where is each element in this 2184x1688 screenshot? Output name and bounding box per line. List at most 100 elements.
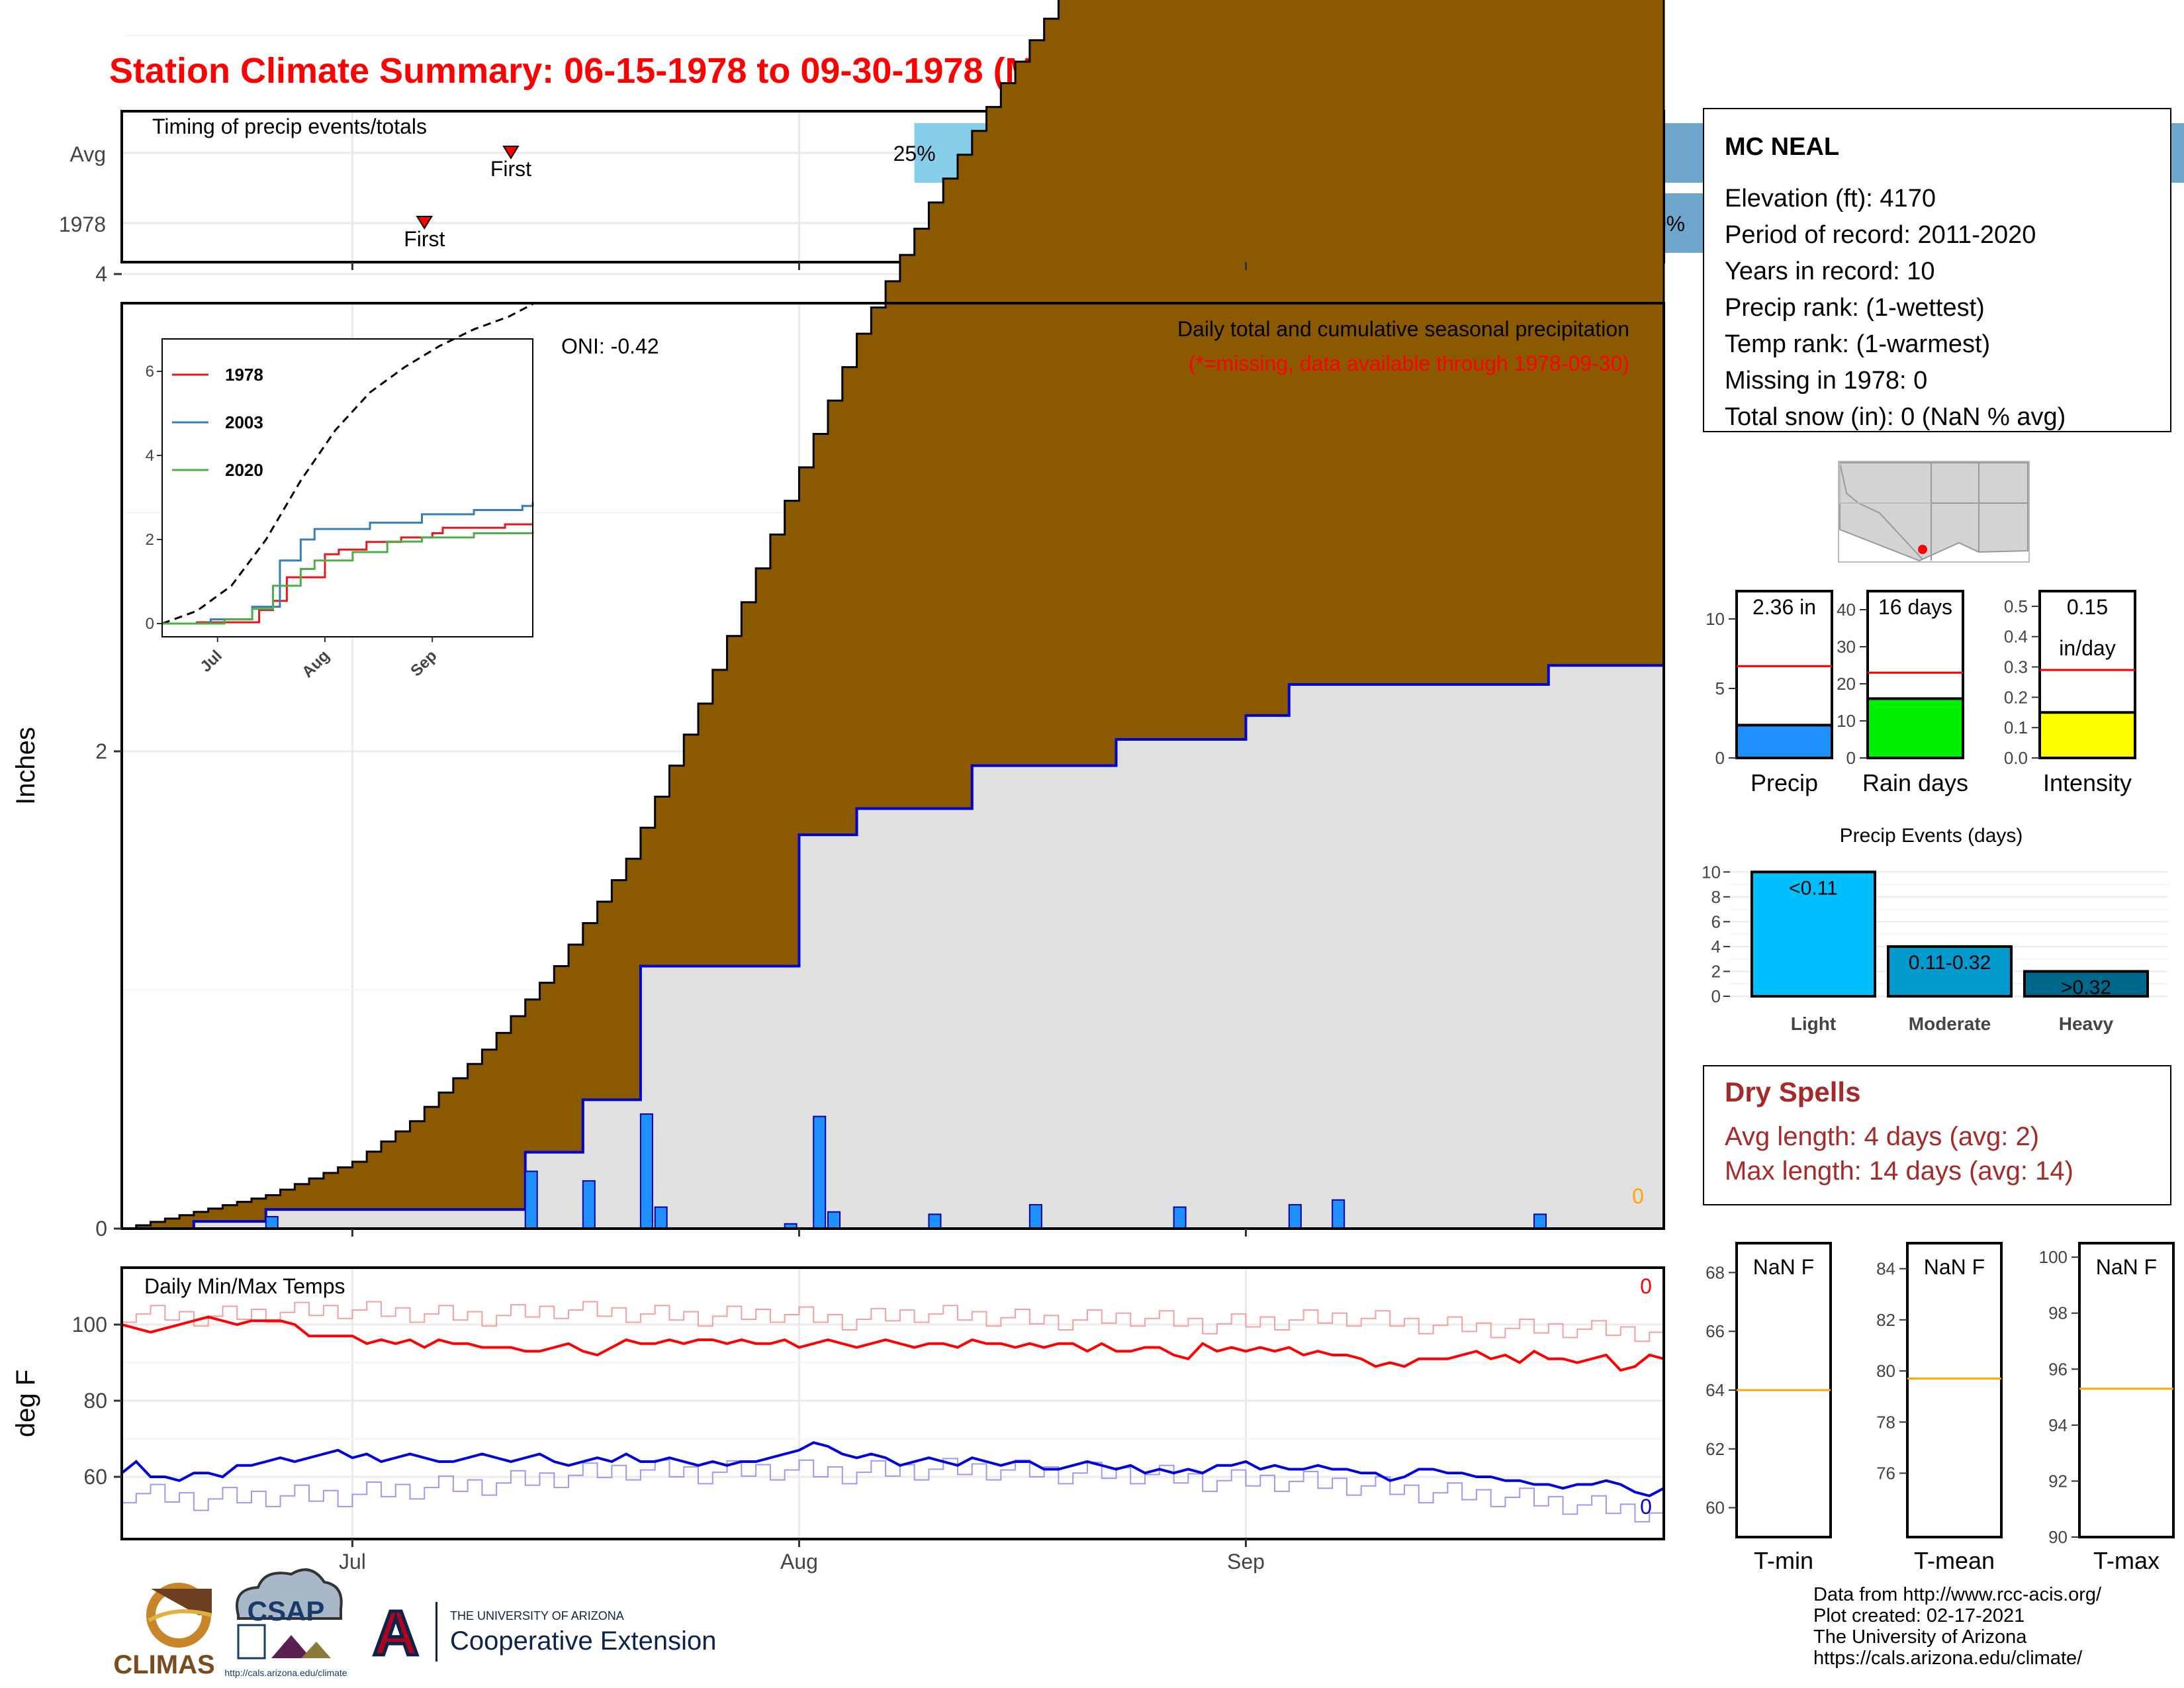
daily-precip-bar (827, 1211, 841, 1230)
oni-label: ONI: -0.42 (561, 334, 659, 358)
summary-bar-tick-label: 10 (1837, 711, 1856, 731)
inset-series-2020 (162, 531, 534, 625)
inset-y-tick-label: 0 (146, 615, 154, 633)
summary-bar-tick-label: 0.5 (2004, 596, 2028, 616)
climas-logo: CLIMAS (113, 1583, 215, 1679)
summary-bar-tick-label: 0.0 (2004, 748, 2028, 768)
temp-y-tick-label: 100 (72, 1313, 107, 1336)
csap-url: http://cals.arizona.edu/climate (224, 1667, 347, 1678)
summary-bar-tick-label: 0.3 (2004, 657, 2028, 677)
csap-text: CSAP (248, 1595, 325, 1626)
missing-note: (*=missing, data available through 1978-… (1189, 352, 1629, 375)
events-category-label: Light (1791, 1013, 1836, 1034)
dry-spells-avg: Avg length: 4 days (avg: 2) (1725, 1122, 2039, 1151)
precip-y-tick-label: 0 (95, 1217, 107, 1241)
station-temp-rank: Temp rank: (1-warmest) (1725, 330, 1990, 358)
summary-bar-value-label: 0.15 (2067, 595, 2108, 619)
temp-bar-tick-label: 64 (1706, 1380, 1725, 1400)
temp-bar-t-max: 90 92 94 96 98 100 NaN F T-max (2039, 1242, 2175, 1574)
summary-bar-intensity: 0.0 0.1 0.2 0.3 0.4 0.5 0.15 in/day Intensity (2004, 590, 2136, 796)
station-info-box: MC NEAL Elevation (ft): 4170 Period of r… (1703, 108, 2171, 432)
tmax-avg-line (122, 1301, 1664, 1342)
inset-series-1978 (162, 523, 533, 625)
temp-bar-tick-label: 80 (1876, 1361, 1895, 1381)
station-elevation: Elevation (ft): 4170 (1725, 185, 1936, 212)
inset-avg-line (161, 303, 533, 625)
station-location-marker (1918, 545, 1927, 554)
summary-bar-rain-days: 0 10 20 30 40 16 days Rain days (1837, 590, 1968, 796)
summary-bar-value (1735, 724, 1833, 759)
temp-bar-value-label: NaN F (2096, 1255, 2157, 1279)
inset-legend-label: 2020 (225, 460, 263, 480)
summary-bar-tick-label: 0 (1715, 748, 1725, 768)
tmin-missing-count: 0 (1640, 1495, 1652, 1519)
temp-bar-tick-label: 60 (1706, 1498, 1725, 1518)
ua-small-text: THE UNIVERSITY OF ARIZONA (450, 1609, 624, 1622)
temp-bar-t-mean: 76 78 80 82 84 NaN F T-mean (1876, 1242, 2003, 1574)
temp-bar-tick-label: 92 (2048, 1471, 2068, 1491)
dry-spells-max: Max length: 14 days (avg: 14) (1725, 1156, 2073, 1186)
events-tick-label: 0 (1711, 986, 1721, 1006)
temp-y-axis-label: deg F (11, 1370, 40, 1437)
summary-bar-precip: 0 5 10 2.36 in Precip (1706, 590, 1833, 796)
events-bar-heavy (2023, 970, 2149, 998)
temp-bar-value-label: NaN F (1924, 1255, 1985, 1279)
events-bar-light (1751, 870, 1876, 998)
temp-bar-tick-label: 94 (2048, 1415, 2068, 1435)
precip-subtitle: Daily total and cumulative seasonal prec… (1177, 317, 1629, 341)
timing-first-marker (502, 146, 520, 160)
tmin-avg-line (122, 1458, 1664, 1523)
station-missing: Missing in 1978: 0 (1725, 367, 1927, 395)
footer-credits: Data from http://www.rcc-acis.org/ Plot … (1813, 1584, 2102, 1669)
events-title: Precip Events (days) (1840, 825, 2023, 847)
events-tick-label: 10 (1702, 862, 1721, 882)
timing-row-avg-label: Avg (69, 142, 106, 166)
temp-bar-category-label: T-mean (1914, 1547, 1995, 1574)
temp-bar-frame (2078, 1242, 2175, 1538)
events-category-label: Heavy (2059, 1013, 2114, 1034)
daily-precip-bar (265, 1215, 279, 1229)
obs-cumulative-line (122, 664, 1664, 1230)
inset-legend-label: 2003 (225, 412, 263, 432)
daily-precip-bar (813, 1115, 827, 1229)
events-tick-label: 6 (1711, 912, 1721, 931)
month-label: Jul (339, 1550, 366, 1573)
footer-line1: Data from http://www.rcc-acis.org/ (1813, 1584, 2102, 1605)
month-label: Sep (1227, 1550, 1265, 1573)
tmax-missing-count: 0 (1640, 1274, 1652, 1298)
events-bar-label: <0.11 (1789, 877, 1838, 899)
precip-y-axis-label: Inches (11, 727, 40, 805)
summary-bar-tick-label: 5 (1715, 679, 1725, 698)
daily-precip-bar (928, 1213, 942, 1229)
footer-line2: Plot created: 02-17-2021 (1813, 1605, 2025, 1626)
daily-precip-bar (582, 1180, 596, 1230)
temp-summary-bars: 60 62 64 66 68 NaN F T-min 76 78 80 82 84 NaN F T-mea… (1706, 1242, 2175, 1574)
summary-bar-value-unit: in/day (2059, 636, 2115, 660)
daily-precip-bar (1028, 1203, 1042, 1229)
summary-bar-tick-label: 30 (1837, 637, 1856, 657)
events-bar-label: >0.32 (2061, 976, 2111, 998)
daily-precip-bar (1288, 1203, 1302, 1229)
inset-y-tick-label: 2 (146, 531, 154, 549)
state-shapes (1839, 462, 2028, 562)
tmax-obs-line (121, 1315, 1664, 1372)
temp-bar-value-label: NaN F (1753, 1255, 1814, 1279)
temp-bar-category-label: T-min (1754, 1547, 1813, 1574)
events-bar-moderate (1887, 945, 2013, 998)
events-tick-label: 8 (1711, 887, 1721, 907)
precip-y-tick-label: 2 (95, 739, 107, 763)
precip-missing-count: 0 (1632, 1184, 1644, 1208)
temp-bar-tick-label: 76 (1876, 1463, 1895, 1483)
temp-bar-tick-label: 66 (1706, 1321, 1725, 1341)
summary-bar-tick-label: 40 (1837, 600, 1856, 620)
daily-precip-bar (639, 1113, 653, 1229)
timing-first-marker (416, 216, 433, 230)
precip-panel: 0 2 4 6 Inches Daily total and cumulative s… (11, 0, 1665, 1241)
dry-spells-title: Dry Spells (1725, 1076, 1860, 1107)
summary-bar-category-label: Precip (1751, 769, 1818, 796)
summary-bar-value (1866, 697, 1964, 760)
summary-bar-tick-label: 0 (1846, 748, 1856, 768)
temp-bar-tick-label: 90 (2048, 1527, 2068, 1547)
daily-precip-bar (1173, 1206, 1187, 1230)
temp-bar-frame (1906, 1242, 2003, 1538)
